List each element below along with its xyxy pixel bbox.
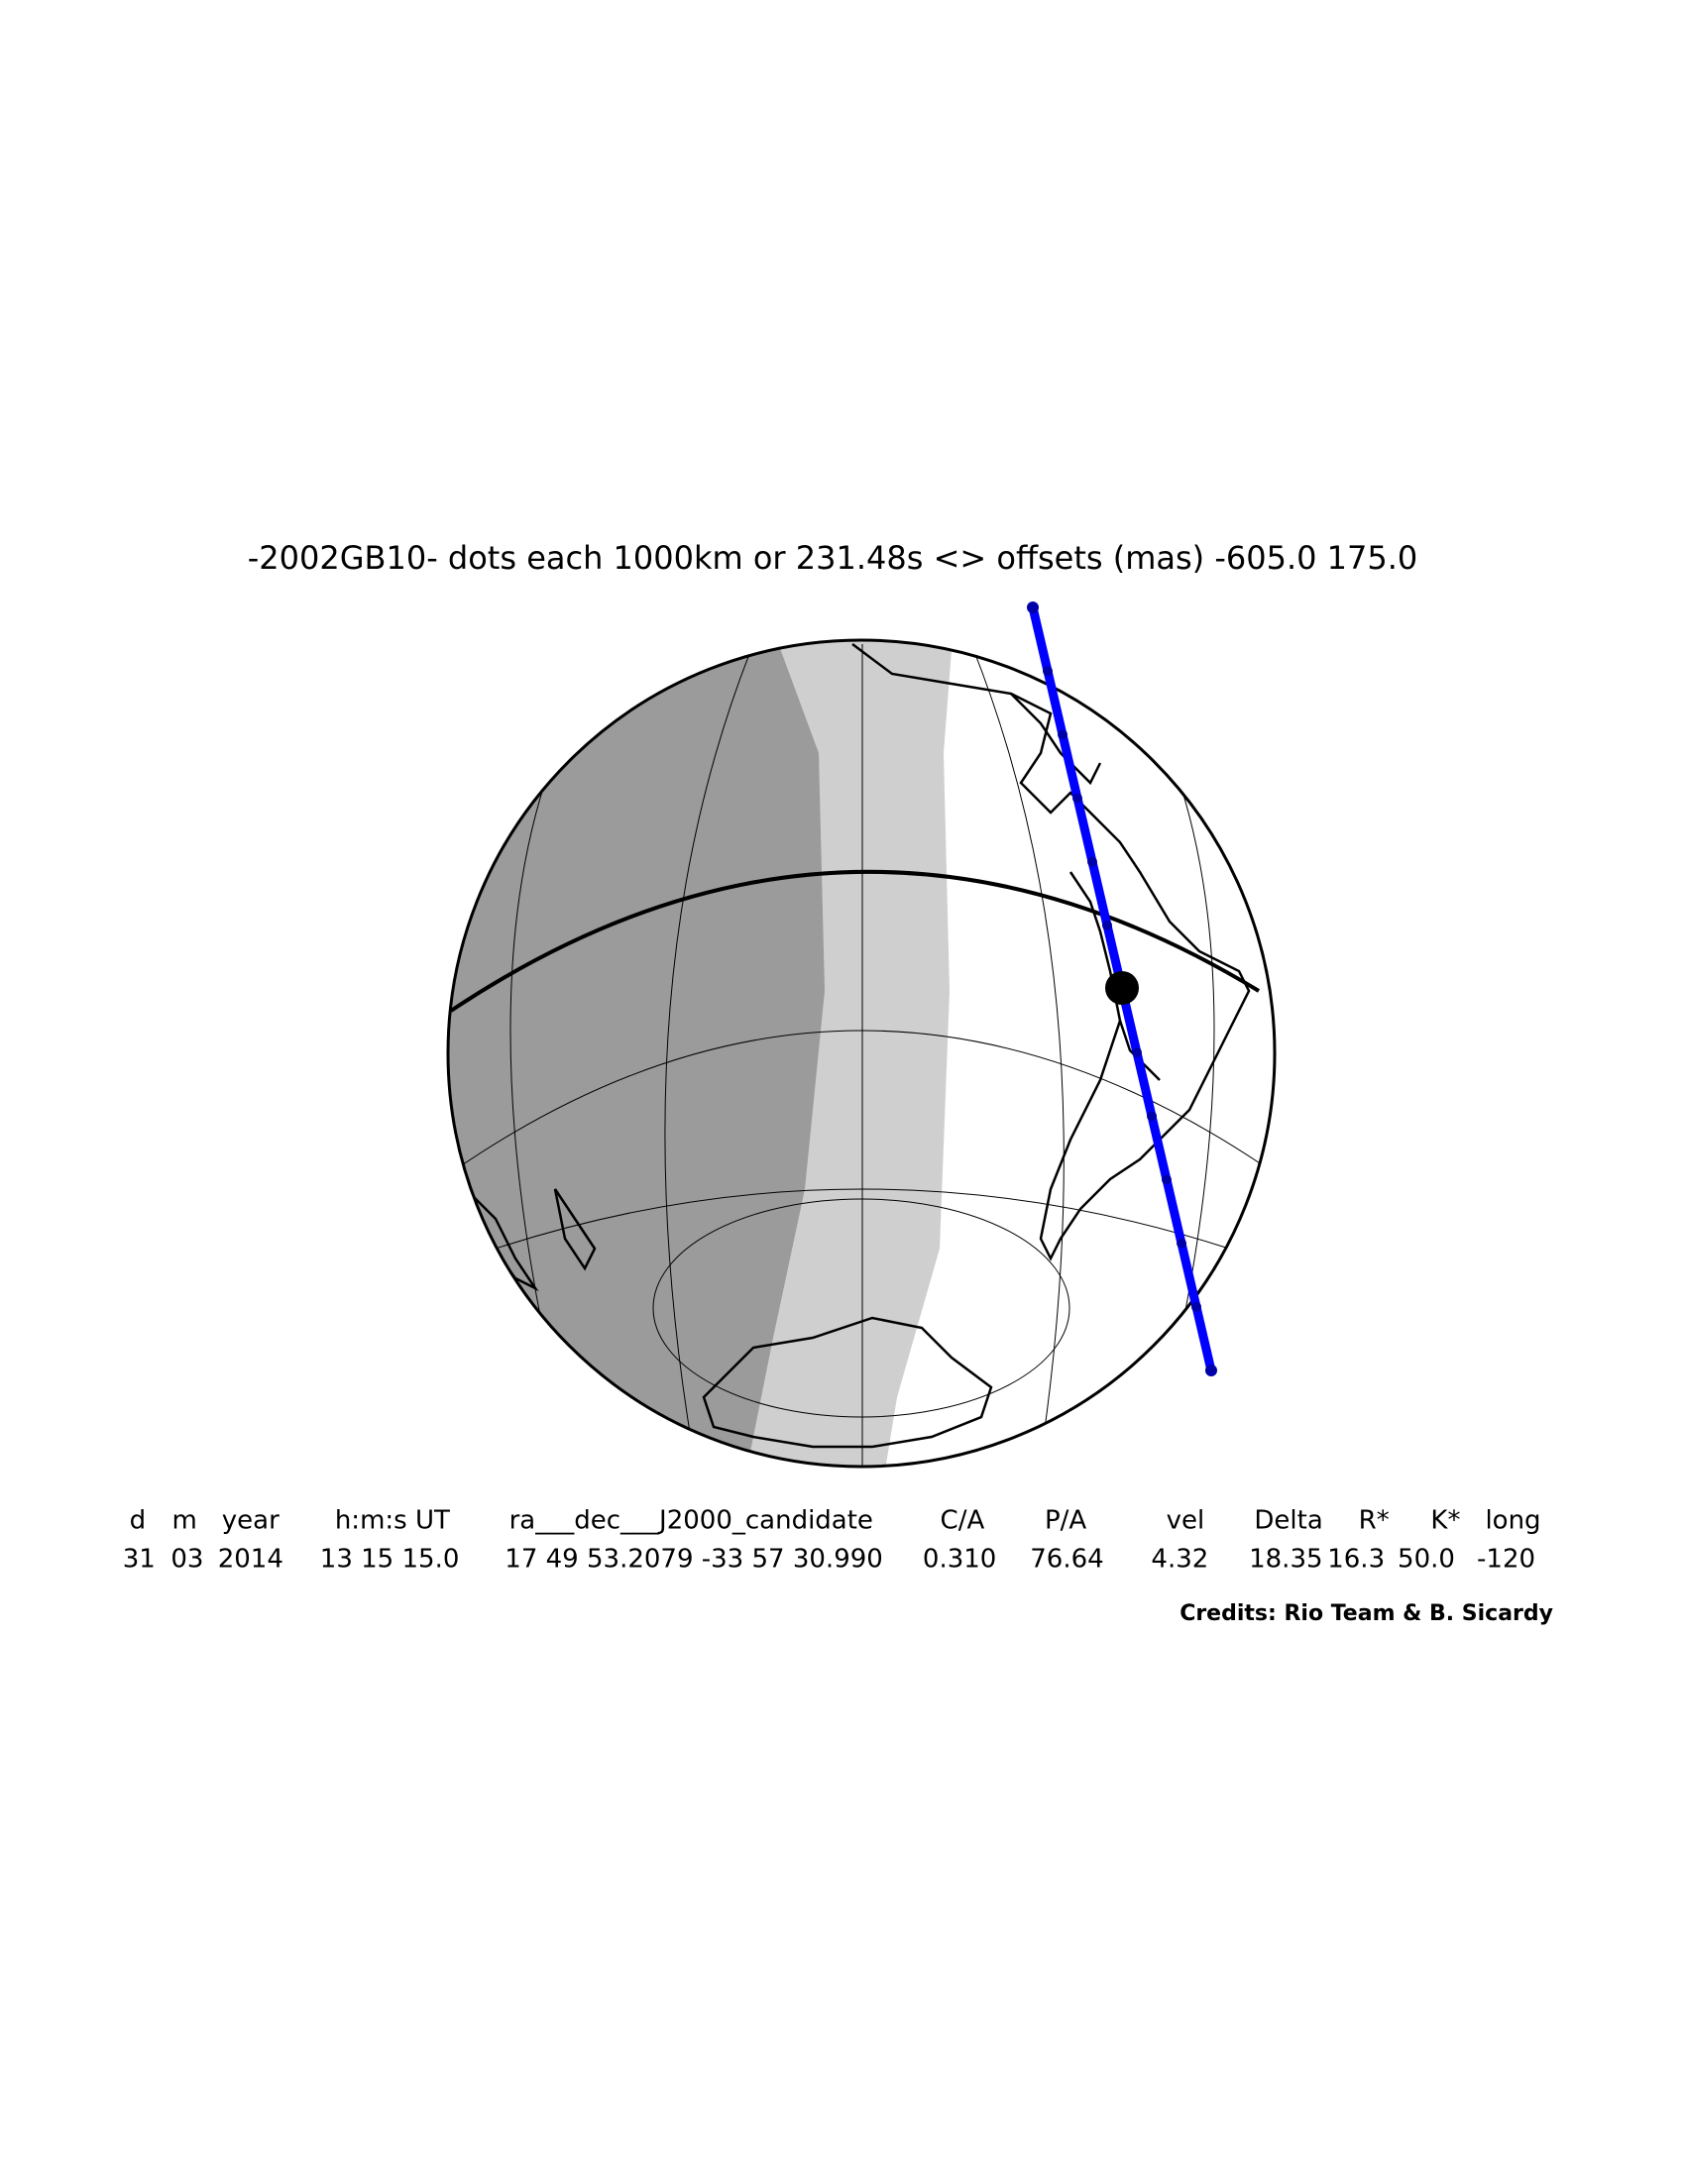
table-header: vel — [1167, 1506, 1205, 1536]
path-dot — [1132, 1047, 1142, 1058]
table-value: 16.3 — [1327, 1545, 1385, 1575]
credits: Credits: Rio Team & B. Sicardy — [1180, 1601, 1553, 1626]
table-value: 50.0 — [1398, 1545, 1455, 1575]
table-value: 31 — [123, 1545, 156, 1575]
closest-approach — [1105, 971, 1139, 1005]
table-value: 4.32 — [1151, 1545, 1208, 1575]
table-value: 17 49 53.2079 -33 57 30.990 — [505, 1545, 883, 1575]
table-header: d — [130, 1506, 147, 1536]
table-header: h:m:s UT — [335, 1506, 450, 1536]
path-dot — [1102, 920, 1112, 930]
path-dot — [1191, 1301, 1201, 1312]
path-dot — [1043, 666, 1053, 677]
table-value: 13 15 15.0 — [320, 1545, 460, 1575]
table-value: 03 — [170, 1545, 203, 1575]
table-header: Delta — [1254, 1506, 1322, 1536]
table-header: C/A — [941, 1506, 985, 1536]
path-dot — [1072, 793, 1082, 804]
table-header: ra___dec___J2000_candidate — [509, 1506, 873, 1536]
table-header: K* — [1430, 1506, 1460, 1536]
night-side — [448, 640, 825, 1467]
path-dot — [1087, 856, 1097, 867]
table-value: -120 — [1477, 1545, 1535, 1575]
equator — [449, 869, 1261, 1013]
info-table: d m year h:m:s UT ra___dec___J2000_candidate… — [123, 1506, 1541, 1575]
globe-outline — [446, 638, 1277, 1469]
table-header: m — [171, 1506, 196, 1536]
path-dot — [1147, 1111, 1157, 1122]
table-value: 18.35 — [1249, 1545, 1322, 1575]
table-header: long — [1485, 1506, 1540, 1536]
path-dot — [1177, 1238, 1186, 1249]
table-value: 0.310 — [923, 1545, 996, 1575]
table-header: R* — [1359, 1506, 1390, 1536]
path-dot — [1205, 1365, 1217, 1376]
table-header: year — [222, 1506, 280, 1536]
globe — [448, 640, 1275, 1467]
path-dot — [1027, 601, 1039, 613]
path-dots — [1027, 601, 1217, 1376]
path-dot — [1162, 1174, 1172, 1185]
table-value: 76.64 — [1030, 1545, 1103, 1575]
table-header: P/A — [1045, 1506, 1086, 1536]
map-title: -2002GB10- dots each 1000km or 231.48s <… — [248, 539, 1418, 577]
coastlines — [464, 643, 1251, 1449]
table-value: 2014 — [218, 1545, 283, 1575]
path-dot — [1058, 729, 1067, 740]
